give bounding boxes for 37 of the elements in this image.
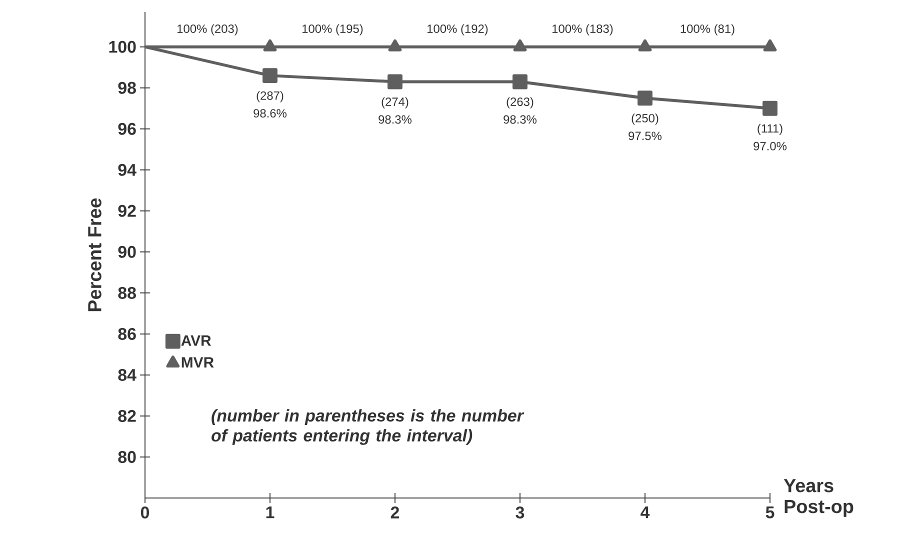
data-label: 97.0% [754,142,787,150]
annotation: 100% (81) [680,24,734,36]
annotation: (274) [382,97,408,108]
legend-label: AVR [181,335,212,346]
x-tick-label: 2 [390,506,400,518]
annotation: 100% (183) [552,24,613,36]
y-tick-label: 98 [118,82,136,94]
data-label: 98.3% [504,115,537,124]
y-tick-label: 96 [118,122,136,135]
annotation: (263) [506,97,534,108]
y-tick-label: 92 [118,204,136,217]
y-tick-label: 80 [118,450,136,463]
x-tick-label: 0 [140,506,150,518]
y-tick-label: 90 [118,246,136,258]
data-label: 98.6% [254,109,287,118]
y-axis-title: Percent Free [88,198,102,312]
y-tick-label: 88 [118,286,136,299]
annotation: (number in parentheses is the number of patients entering the interval) [212,409,524,445]
annotation: 100% (192) [428,24,488,36]
annotation: (287) [256,91,284,102]
y-tick-label: 86 [118,328,136,340]
y-tick-label: 84 [118,368,136,381]
annotation: (111) [758,124,782,136]
data-label: 98.3% [378,115,412,124]
data-label: 97.5% [628,132,662,140]
y-tick-label: 100 [109,40,136,53]
y-tick-label: 94 [118,164,136,176]
annotation: 100% (195) [302,24,363,36]
x-axis-title: Years Post-op [784,479,854,517]
x-tick-label: 5 [766,506,774,518]
x-tick-label: 1 [266,506,274,518]
annotation: (250) [632,114,658,125]
x-tick-label: 3 [516,506,524,519]
annotation: 100% (203) [178,24,238,36]
legend-label: MVR [182,357,214,368]
x-tick-label: 4 [640,506,650,518]
y-tick-label: 82 [118,410,136,422]
